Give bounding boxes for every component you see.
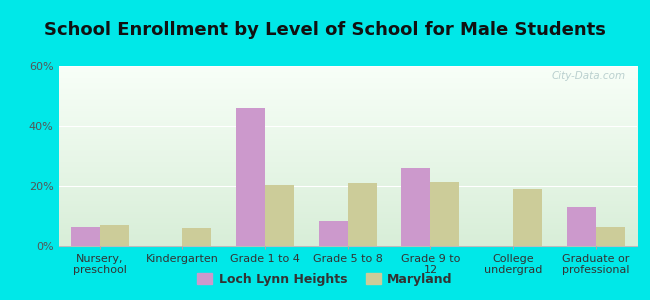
Bar xyxy=(265,184,294,246)
Bar xyxy=(71,226,100,246)
Bar xyxy=(402,168,430,246)
Bar xyxy=(183,228,211,246)
Bar xyxy=(348,183,377,246)
Bar xyxy=(513,189,542,246)
Bar xyxy=(236,108,265,246)
Bar xyxy=(100,225,129,246)
Legend: Loch Lynn Heights, Maryland: Loch Lynn Heights, Maryland xyxy=(192,268,458,291)
Bar xyxy=(318,220,348,246)
Bar xyxy=(430,182,460,246)
Text: City-Data.com: City-Data.com xyxy=(551,71,625,81)
Bar xyxy=(567,207,595,246)
Text: School Enrollment by Level of School for Male Students: School Enrollment by Level of School for… xyxy=(44,21,606,39)
Bar xyxy=(595,226,625,246)
